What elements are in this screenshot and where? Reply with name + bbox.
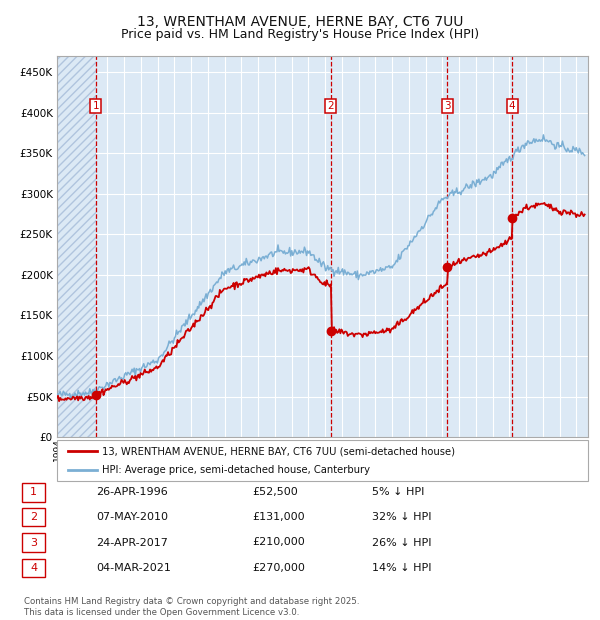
Text: 14% ↓ HPI: 14% ↓ HPI	[372, 563, 431, 573]
Text: 1: 1	[30, 487, 37, 497]
Text: 1: 1	[92, 101, 99, 111]
Text: £52,500: £52,500	[252, 487, 298, 497]
Text: 04-MAR-2021: 04-MAR-2021	[96, 563, 171, 573]
FancyBboxPatch shape	[57, 440, 588, 480]
Text: Price paid vs. HM Land Registry's House Price Index (HPI): Price paid vs. HM Land Registry's House …	[121, 28, 479, 40]
Text: 26% ↓ HPI: 26% ↓ HPI	[372, 538, 431, 547]
Text: 3: 3	[30, 538, 37, 547]
Text: 32% ↓ HPI: 32% ↓ HPI	[372, 512, 431, 522]
Text: 13, WRENTHAM AVENUE, HERNE BAY, CT6 7UU (semi-detached house): 13, WRENTHAM AVENUE, HERNE BAY, CT6 7UU …	[102, 446, 455, 456]
Text: 2: 2	[328, 101, 334, 111]
Text: 3: 3	[444, 101, 451, 111]
Text: 5% ↓ HPI: 5% ↓ HPI	[372, 487, 424, 497]
Text: 4: 4	[509, 101, 515, 111]
Text: Contains HM Land Registry data © Crown copyright and database right 2025.
This d: Contains HM Land Registry data © Crown c…	[24, 598, 359, 617]
Text: £131,000: £131,000	[252, 512, 305, 522]
Text: HPI: Average price, semi-detached house, Canterbury: HPI: Average price, semi-detached house,…	[102, 464, 370, 475]
Text: 07-MAY-2010: 07-MAY-2010	[96, 512, 168, 522]
Text: 4: 4	[30, 563, 37, 573]
Text: £210,000: £210,000	[252, 538, 305, 547]
Text: £270,000: £270,000	[252, 563, 305, 573]
Text: 13, WRENTHAM AVENUE, HERNE BAY, CT6 7UU: 13, WRENTHAM AVENUE, HERNE BAY, CT6 7UU	[137, 16, 463, 29]
Text: 2: 2	[30, 512, 37, 522]
Text: 26-APR-1996: 26-APR-1996	[96, 487, 168, 497]
Bar	[57, 56, 96, 437]
Text: 24-APR-2017: 24-APR-2017	[96, 538, 168, 547]
